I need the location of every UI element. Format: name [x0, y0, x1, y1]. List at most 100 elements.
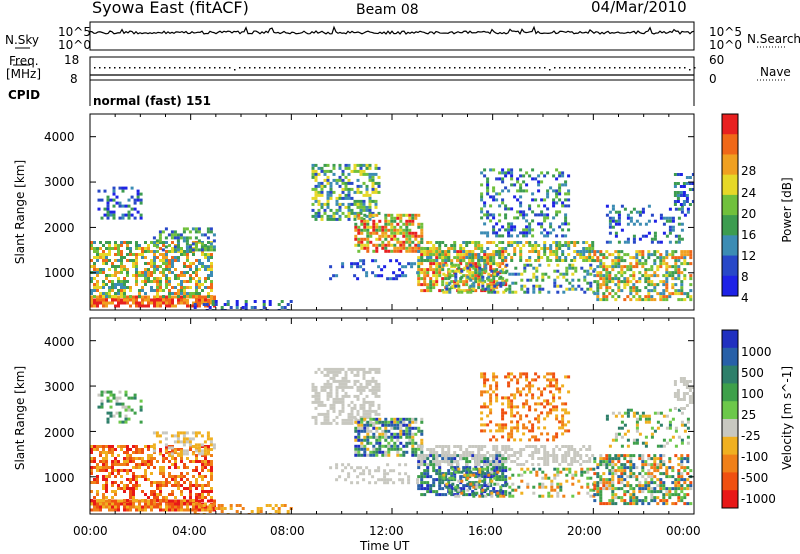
heatmap-cell: [96, 493, 99, 496]
heatmap-cell: [210, 274, 213, 277]
nave-dot: [484, 67, 486, 69]
heatmap-cell: [665, 277, 669, 281]
heatmap-cell: [314, 169, 318, 173]
heatmap-cell: [561, 384, 565, 388]
heatmap-cell: [677, 207, 681, 211]
heatmap-cell: [162, 262, 165, 265]
heatmap-cell: [338, 202, 342, 206]
heatmap-cell: [111, 472, 114, 475]
heatmap-cell: [396, 228, 400, 232]
heatmap-cell: [365, 415, 369, 419]
heatmap-cell: [499, 494, 503, 498]
heatmap-cell: [567, 253, 571, 256]
heatmap-cell: [462, 247, 466, 250]
heatmap-cell: [111, 298, 114, 302]
heatmap-cell: [573, 460, 577, 463]
heatmap-cell: [474, 253, 478, 257]
heatmap-cell: [611, 268, 615, 272]
heatmap-cell: [347, 394, 351, 398]
heatmap-cell: [354, 222, 358, 226]
heatmap-cell: [408, 231, 412, 235]
heatmap-cell: [374, 388, 378, 392]
heatmap-cell: [182, 434, 186, 438]
heatmap-cell: [683, 256, 687, 260]
heatmap-cell: [105, 487, 108, 490]
heatmap-cell: [420, 271, 424, 275]
heatmap-cell: [668, 271, 672, 275]
heatmap-cell: [171, 457, 174, 460]
heatmap-cell: [320, 217, 324, 221]
heatmap-cell: [552, 448, 556, 451]
heatmap-cell: [501, 177, 505, 181]
heatmap-cell: [496, 281, 500, 285]
heatmap-cell: [344, 382, 348, 386]
heatmap-cell: [586, 470, 590, 474]
heatmap-cell: [483, 231, 487, 235]
heatmap-cell: [510, 435, 514, 439]
heatmap-cell: [357, 228, 361, 232]
heatmap-cell: [314, 184, 318, 188]
heatmap-cell: [516, 234, 520, 238]
heatmap-cell: [456, 256, 460, 260]
heatmap-cell: [208, 507, 212, 510]
heatmap-cell: [207, 493, 210, 496]
heatmap-cell: [360, 423, 364, 427]
power-ytick-3000: 3000: [44, 175, 75, 189]
heatmap-cell: [144, 463, 147, 466]
vel-cb-tick-500: 500: [741, 366, 764, 380]
heatmap-cell: [507, 244, 511, 247]
heatmap-cell: [477, 463, 481, 466]
heatmap-cell: [498, 228, 502, 232]
heatmap-cell: [341, 367, 345, 371]
heatmap-cell: [635, 262, 639, 266]
heatmap-cell: [341, 400, 345, 404]
heatmap-cell: [510, 460, 514, 463]
nave-dot: [324, 67, 326, 69]
heatmap-cell: [576, 454, 580, 457]
heatmap-cell: [626, 265, 630, 269]
heatmap-cell: [432, 280, 436, 284]
heatmap-cell: [99, 295, 102, 298]
heatmap-cell: [126, 253, 129, 256]
heatmap-cell: [555, 241, 559, 244]
heatmap-cell: [454, 263, 458, 267]
heatmap-cell: [498, 475, 502, 479]
heatmap-cell: [368, 193, 372, 197]
heatmap-cell: [188, 230, 192, 234]
heatmap-cell: [353, 262, 357, 266]
heatmap-cell: [495, 253, 499, 256]
heatmap-cell: [123, 505, 126, 509]
heatmap-cell: [576, 460, 580, 463]
heatmap-cell: [256, 507, 260, 510]
heatmap-cell: [153, 502, 156, 506]
heatmap-cell: [180, 499, 183, 503]
heatmap-cell: [685, 176, 689, 179]
heatmap-cell: [417, 487, 421, 491]
heatmap-cell: [368, 412, 372, 416]
heatmap-cell: [417, 447, 421, 451]
heatmap-cell: [183, 265, 186, 268]
heatmap-cell: [477, 253, 481, 256]
heatmap-cell: [417, 283, 421, 287]
heatmap-cell: [176, 437, 180, 441]
heatmap-cell: [111, 286, 114, 289]
vel-cb-tick-m25: -25: [741, 429, 761, 443]
heatmap-cell: [420, 228, 424, 232]
heatmap-cell: [127, 210, 131, 214]
heatmap-cell: [374, 190, 378, 194]
heatmap-cell: [102, 253, 105, 256]
heatmap-cell: [620, 280, 624, 284]
heatmap-cell: [182, 236, 186, 240]
heatmap-cell: [420, 487, 424, 491]
heatmap-cell: [365, 394, 369, 398]
heatmap-cell: [177, 289, 180, 292]
heatmap-cell: [650, 289, 654, 293]
heatmap-cell: [120, 292, 123, 295]
heatmap-cell: [552, 460, 556, 463]
heatmap-cell: [540, 256, 544, 259]
heatmap-cell: [395, 259, 399, 263]
heatmap-cell: [132, 478, 135, 481]
heatmap-cell: [375, 237, 379, 241]
heatmap-cell: [501, 168, 505, 172]
heatmap-cell: [435, 271, 439, 275]
